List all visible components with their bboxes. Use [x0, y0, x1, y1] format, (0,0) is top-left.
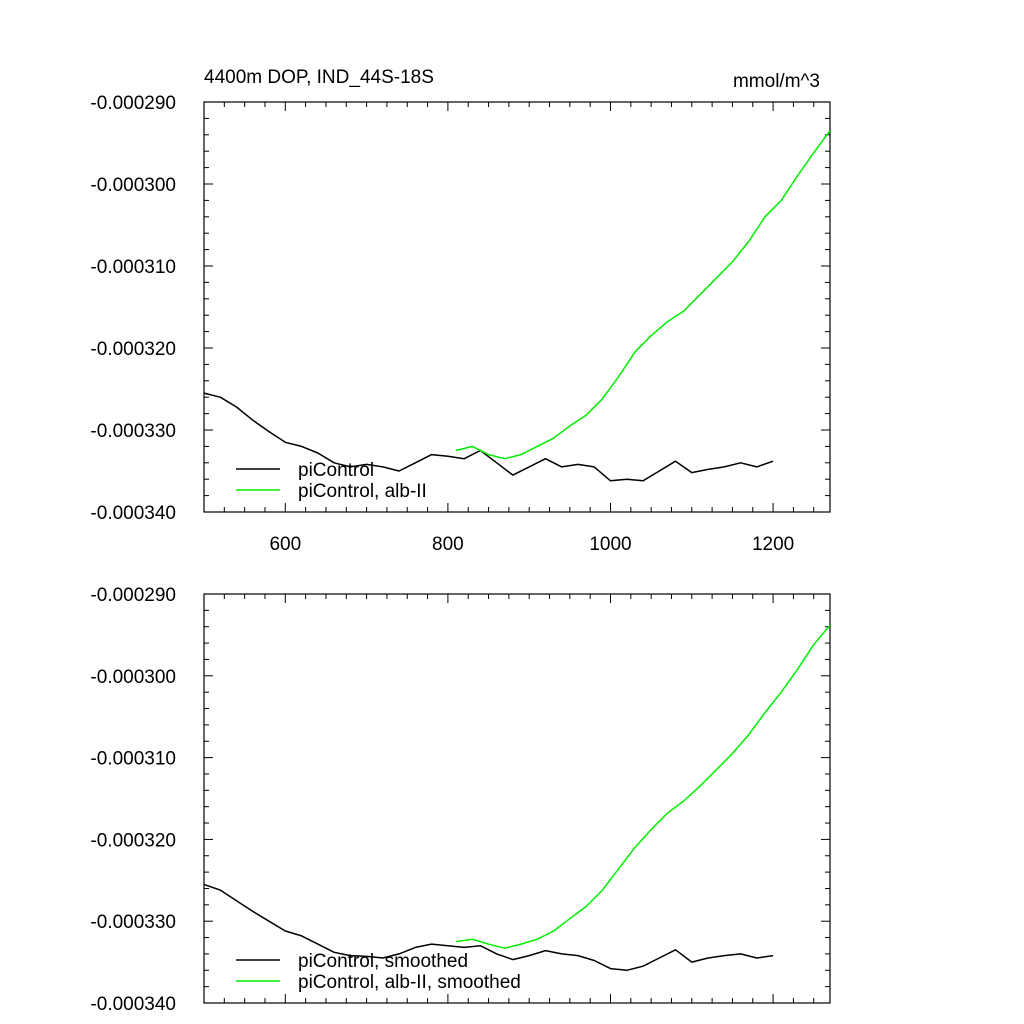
y-tick-label: -0.000330	[90, 912, 176, 933]
y-tick-label: -0.000300	[90, 175, 176, 196]
plot-frame	[203, 593, 831, 1004]
legend-label: piControl, alb-II, smoothed	[298, 972, 521, 993]
y-tick-label: -0.000290	[90, 93, 176, 114]
y-tick-label: -0.000300	[90, 667, 176, 688]
plot-frame	[203, 101, 831, 513]
y-tick-label: -0.000340	[90, 994, 176, 1015]
series-line-picontrol	[203, 883, 774, 972]
legend-label: piControl, smoothed	[298, 951, 468, 972]
x-tick-label: 600	[269, 534, 301, 555]
y-tick-label: -0.000320	[90, 339, 176, 360]
series-line-picontrol	[203, 392, 774, 482]
y-tick-label: -0.000290	[90, 585, 176, 606]
legend-label: piControl	[298, 460, 374, 481]
x-tick-label: 1000	[589, 534, 631, 555]
y-tick-label: -0.000340	[90, 503, 176, 524]
x-tick-label: 800	[432, 534, 464, 555]
x-tick-label: 1200	[752, 534, 794, 555]
top-panel: -0.000290 -0.000300 -0.000310 -0.000320 -0.0…	[90, 93, 831, 555]
series-line-alb-ii	[455, 624, 831, 949]
bottom-panel: -0.000290 -0.000300 -0.000310 -0.000320 -0.0…	[90, 585, 831, 1015]
series-line-alb-ii	[455, 130, 831, 460]
y-tick-label: -0.000310	[90, 749, 176, 770]
y-tick-label: -0.000310	[90, 257, 176, 278]
chart-title: 4400m DOP, IND_44S-18S	[204, 67, 434, 88]
legend-label: piControl, alb-II	[298, 481, 427, 502]
y-tick-label: -0.000330	[90, 421, 176, 442]
y-tick-label: -0.000320	[90, 830, 176, 851]
units-label: mmol/m^3	[733, 71, 820, 92]
